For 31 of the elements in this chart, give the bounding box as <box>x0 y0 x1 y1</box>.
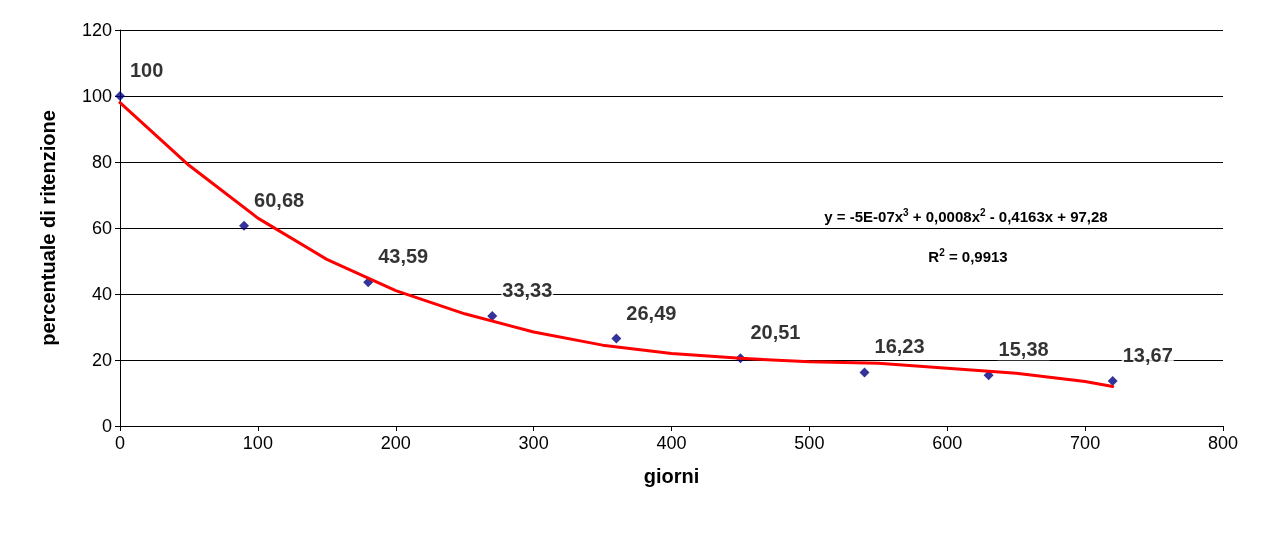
x-tick-label: 600 <box>932 433 963 453</box>
y-tick-label: 60 <box>91 218 112 238</box>
y-axis-title: percentuale di ritenzione <box>37 110 59 346</box>
x-tick-label: 100 <box>242 433 273 453</box>
y-tick-label: 120 <box>81 20 112 40</box>
x-tick-label: 800 <box>1207 433 1239 453</box>
x-tick-label: 400 <box>656 433 687 453</box>
y-tick-label: 100 <box>81 86 112 106</box>
x-tick-label: 200 <box>380 433 411 453</box>
y-tick-label: 20 <box>91 350 112 370</box>
y-tick-label: 40 <box>91 284 112 304</box>
x-tick-label: 500 <box>794 433 825 453</box>
y-tick-label: 80 <box>91 152 112 172</box>
y-tick-label: 0 <box>101 416 112 436</box>
x-tick-label: 700 <box>1070 433 1101 453</box>
data-label: 15,38 <box>998 338 1049 361</box>
point <box>1107 375 1118 386</box>
point <box>239 220 250 231</box>
data-label: 16,23 <box>874 335 925 358</box>
data-label: 100 <box>130 59 164 81</box>
point <box>611 333 622 344</box>
x-axis-title: giorni <box>643 465 700 487</box>
data-label: 60,68 <box>254 188 305 211</box>
data-label: 33,33 <box>502 279 553 302</box>
x-tick-label: 300 <box>518 433 549 453</box>
data-label: 13,67 <box>1122 343 1173 366</box>
data-label: 20,51 <box>750 321 801 344</box>
point <box>859 367 870 378</box>
data-label: 26,49 <box>626 301 677 324</box>
x-tick-label: 0 <box>114 433 126 453</box>
data-label: 43,59 <box>378 245 429 268</box>
